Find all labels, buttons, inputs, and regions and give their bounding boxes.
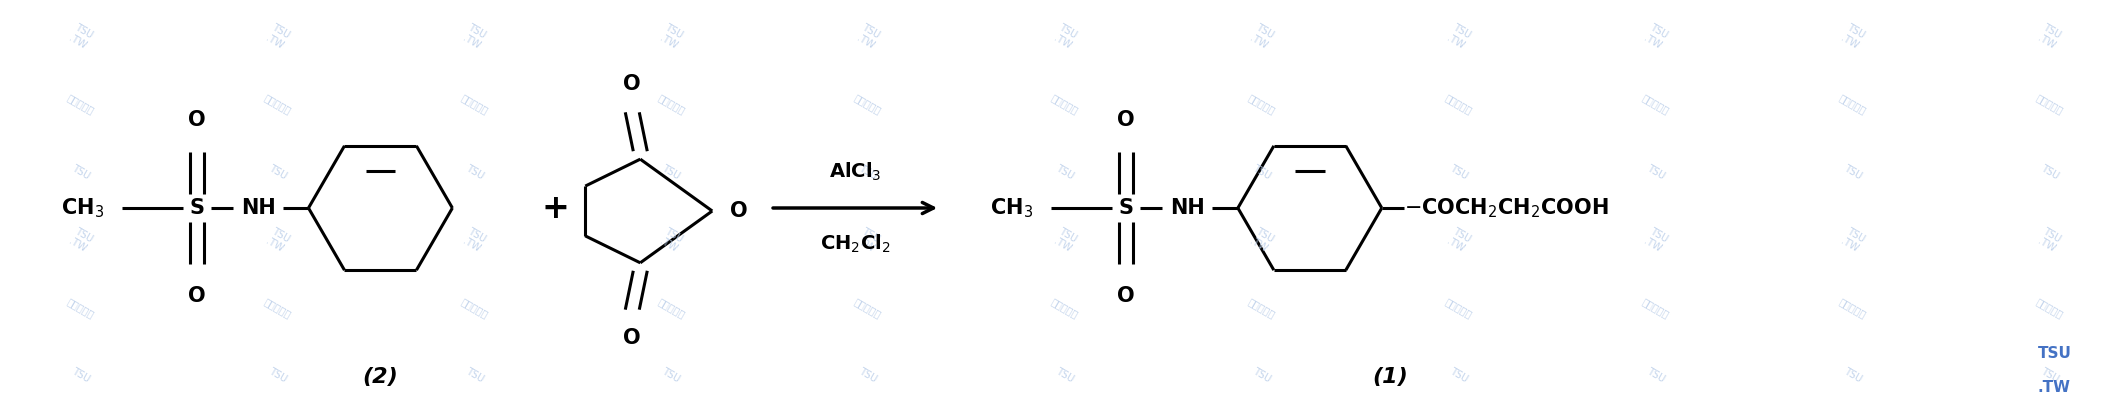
Text: TSU: TSU [2039,163,2060,181]
Text: 天山医学院: 天山医学院 [460,296,490,319]
Text: +: + [540,191,570,225]
Text: TSU: TSU [464,366,486,384]
Text: O: O [730,201,747,221]
Text: TSU
.TW: TSU .TW [657,226,684,254]
Text: 天山医学院: 天山医学院 [1640,93,1670,116]
Text: 天山医学院: 天山医学院 [65,296,95,319]
Text: S: S [1119,198,1134,218]
Text: TSU: TSU [2037,346,2071,361]
Text: O: O [188,286,205,306]
Text: TSU: TSU [857,163,878,181]
Text: 天山医学院: 天山医学院 [2035,296,2065,319]
Text: TSU
.TW: TSU .TW [264,226,291,254]
Text: O: O [1117,286,1136,306]
Text: TSU: TSU [70,163,91,181]
Text: TSU
.TW: TSU .TW [1839,226,1866,254]
Text: TSU: TSU [1841,366,1864,384]
Text: TSU: TSU [661,163,682,181]
Text: TSU: TSU [1448,163,1469,181]
Text: 天山医学院: 天山医学院 [1248,296,1277,319]
Text: TSU
.TW: TSU .TW [1642,22,1670,51]
Text: TSU: TSU [1252,366,1273,384]
Text: 天山医学院: 天山医学院 [460,93,490,116]
Text: CH$_3$: CH$_3$ [990,196,1032,220]
Text: 天山医学院: 天山医学院 [1444,296,1473,319]
Text: 天山医学院: 天山医学院 [65,93,95,116]
Text: TSU: TSU [1053,366,1077,384]
Text: 天山医学院: 天山医学院 [1049,93,1081,116]
Text: NH: NH [1169,198,1205,218]
Text: TSU
.TW: TSU .TW [1051,226,1079,254]
Text: TSU: TSU [464,163,486,181]
Text: TSU: TSU [70,366,91,384]
Text: S: S [190,198,205,218]
Text: 天山医学院: 天山医学院 [1837,93,1868,116]
Text: TSU
.TW: TSU .TW [2035,226,2062,254]
Text: TSU: TSU [1841,163,1864,181]
Text: O: O [623,327,642,348]
Text: 天山医学院: 天山医学院 [1444,93,1473,116]
Text: TSU: TSU [1252,163,1273,181]
Text: TSU: TSU [266,163,289,181]
Text: TSU: TSU [1053,163,1077,181]
Text: 天山医学院: 天山医学院 [262,296,293,319]
Text: AlCl$_3$: AlCl$_3$ [830,161,882,183]
Text: TSU
.TW: TSU .TW [855,22,882,51]
Text: TSU
.TW: TSU .TW [68,22,95,51]
Text: NH: NH [241,198,277,218]
Text: TSU: TSU [661,366,682,384]
Text: 天山医学院: 天山医学院 [2035,93,2065,116]
Text: 天山医学院: 天山医学院 [853,93,882,116]
Text: TSU
.TW: TSU .TW [1248,226,1275,254]
Text: 天山医学院: 天山医学院 [853,296,882,319]
Text: TSU
.TW: TSU .TW [657,22,684,51]
Text: CH$_2$Cl$_2$: CH$_2$Cl$_2$ [819,233,891,255]
Text: .TW: .TW [2037,380,2071,395]
Text: TSU: TSU [1448,366,1469,384]
Text: TSU
.TW: TSU .TW [1446,226,1471,254]
Text: TSU
.TW: TSU .TW [460,226,488,254]
Text: TSU
.TW: TSU .TW [1642,226,1670,254]
Text: TSU: TSU [1644,163,1666,181]
Text: 天山医学院: 天山医学院 [1248,93,1277,116]
Text: 天山医学院: 天山医学院 [657,93,686,116]
Text: (2): (2) [363,367,399,387]
Text: 天山医学院: 天山医学院 [1049,296,1081,319]
Text: O: O [623,74,642,94]
Text: TSU: TSU [266,366,289,384]
Text: 天山医学院: 天山医学院 [1640,296,1670,319]
Text: TSU
.TW: TSU .TW [1051,22,1079,51]
Text: (1): (1) [1372,367,1408,387]
Text: TSU
.TW: TSU .TW [855,226,882,254]
Text: TSU
.TW: TSU .TW [1248,22,1275,51]
Text: TSU: TSU [857,366,878,384]
Text: TSU
.TW: TSU .TW [68,226,95,254]
Text: CH$_3$: CH$_3$ [61,196,103,220]
Text: TSU
.TW: TSU .TW [264,22,291,51]
Text: 天山医学院: 天山医学院 [262,93,293,116]
Text: O: O [1117,110,1136,130]
Text: TSU
.TW: TSU .TW [2035,22,2062,51]
Text: TSU
.TW: TSU .TW [1839,22,1866,51]
Text: TSU: TSU [1644,366,1666,384]
Text: 天山医学院: 天山医学院 [657,296,686,319]
Text: TSU: TSU [2039,366,2060,384]
Text: TSU
.TW: TSU .TW [460,22,488,51]
Text: O: O [188,110,205,130]
Text: TSU
.TW: TSU .TW [1446,22,1471,51]
Text: $-$COCH$_2$CH$_2$COOH: $-$COCH$_2$CH$_2$COOH [1404,196,1609,220]
Text: 天山医学院: 天山医学院 [1837,296,1868,319]
